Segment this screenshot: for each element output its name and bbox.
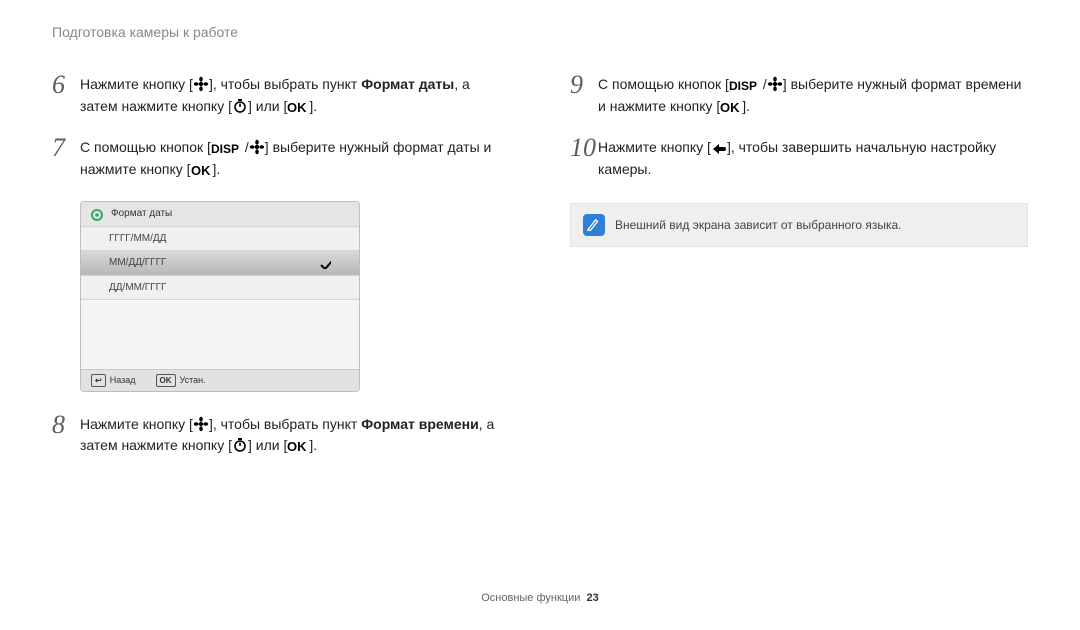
back-key-icon: ↩ xyxy=(91,374,106,387)
note-text: Внешний вид экрана зависит от выбранного… xyxy=(615,218,902,232)
note-box: Внешний вид экрана зависит от выбранного… xyxy=(570,203,1028,247)
gear-icon xyxy=(89,207,103,221)
menu-title: Формат даты xyxy=(111,208,172,219)
step-text: С помощью кнопок [/] выберите нужный фор… xyxy=(80,137,510,180)
menu-header: Формат даты xyxy=(81,202,359,226)
left-column: 6 Нажмите кнопку [], чтобы выбрать пункт… xyxy=(52,74,510,477)
step-number: 7 xyxy=(52,135,80,161)
timer-icon xyxy=(232,437,248,453)
step-text: Нажмите кнопку [], чтобы выбрать пункт Ф… xyxy=(80,414,510,457)
ok-icon xyxy=(720,100,742,114)
step-text: Нажмите кнопку [], чтобы выбрать пункт Ф… xyxy=(80,74,510,117)
page-footer: Основные функции 23 xyxy=(0,592,1080,604)
step-number: 6 xyxy=(52,72,80,98)
return-icon xyxy=(711,141,727,155)
timer-icon xyxy=(232,98,248,114)
check-icon xyxy=(319,257,331,269)
step-6: 6 Нажмите кнопку [], чтобы выбрать пункт… xyxy=(52,74,510,117)
flower-icon xyxy=(249,139,265,155)
flower-icon xyxy=(193,76,209,92)
disp-icon xyxy=(729,78,763,92)
step-number: 8 xyxy=(52,412,80,438)
step-text: С помощью кнопок [/] выберите нужный фор… xyxy=(598,74,1028,117)
ok-icon xyxy=(191,163,213,177)
flower-icon xyxy=(767,76,783,92)
right-column: 9 С помощью кнопок [/] выберите нужный ф… xyxy=(570,74,1028,477)
menu-row[interactable]: ДД/ММ/ГГГГ xyxy=(81,275,359,299)
menu-blank xyxy=(81,299,359,369)
step-7: 7 С помощью кнопок [/] выберите нужный ф… xyxy=(52,137,510,180)
disp-icon xyxy=(211,141,245,155)
ok-icon xyxy=(287,100,309,114)
menu-row-selected[interactable]: ММ/ДД/ГГГГ xyxy=(81,250,359,275)
note-icon xyxy=(583,214,605,236)
camera-menu: Формат даты ГГГГ/ММ/ДД ММ/ДД/ГГГГ ДД/ММ/… xyxy=(80,201,360,392)
step-8: 8 Нажмите кнопку [], чтобы выбрать пункт… xyxy=(52,414,510,457)
step-9: 9 С помощью кнопок [/] выберите нужный ф… xyxy=(570,74,1028,117)
step-number: 10 xyxy=(570,135,598,161)
step-text: Нажмите кнопку [], чтобы завершить начал… xyxy=(598,137,1028,180)
ok-icon xyxy=(287,439,309,453)
step-10: 10 Нажмите кнопку [], чтобы завершить на… xyxy=(570,137,1028,180)
menu-footer: ↩Назад OKУстан. xyxy=(81,369,359,391)
step-number: 9 xyxy=(570,72,598,98)
page-header: Подготовка камеры к работе xyxy=(52,24,1028,40)
ok-key-icon: OK xyxy=(156,374,176,387)
flower-icon xyxy=(193,416,209,432)
menu-row[interactable]: ГГГГ/ММ/ДД xyxy=(81,226,359,250)
